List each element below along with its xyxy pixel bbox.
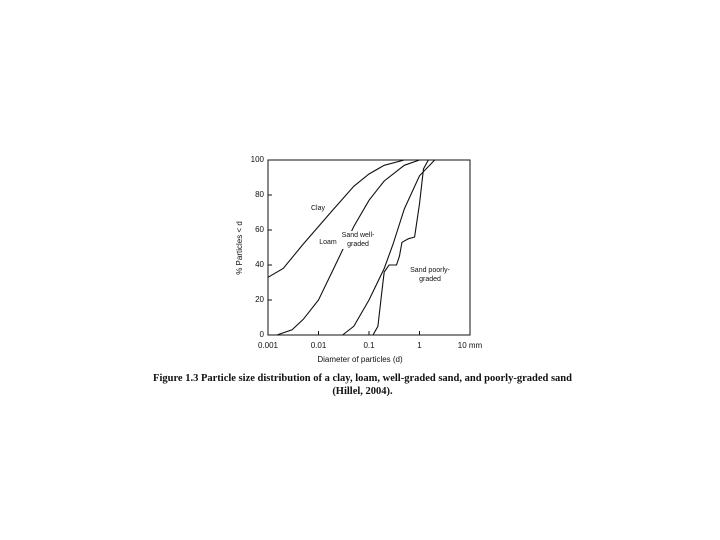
data-line <box>372 159 429 336</box>
series-label: Clay <box>306 204 330 213</box>
x-tick-label: 1 <box>417 341 422 350</box>
x-tick-label: 0.01 <box>311 341 327 350</box>
x-tick-label: 10 mm <box>458 341 483 350</box>
y-tick-label: 60 <box>255 225 264 234</box>
series-label: Loam <box>316 238 340 247</box>
y-tick-label: 80 <box>255 190 264 199</box>
series-label: Sand well-graded <box>337 231 379 249</box>
series-label: Sand poorly-graded <box>404 266 456 284</box>
x-axis-label: Diameter of particles (d) <box>317 355 403 364</box>
x-tick-label: 0.1 <box>363 341 375 350</box>
y-tick-label: 40 <box>255 260 264 269</box>
y-tick-label: 100 <box>251 155 265 164</box>
data-line <box>267 159 405 278</box>
x-tick-label: 0.001 <box>258 341 279 350</box>
y-tick-label: 20 <box>255 295 264 304</box>
y-tick-label: 0 <box>260 330 265 339</box>
caption: Figure 1.3 Particle size distribution of… <box>153 373 572 397</box>
data-line <box>342 159 436 336</box>
y-axis-label: % Particles < d <box>235 221 244 275</box>
